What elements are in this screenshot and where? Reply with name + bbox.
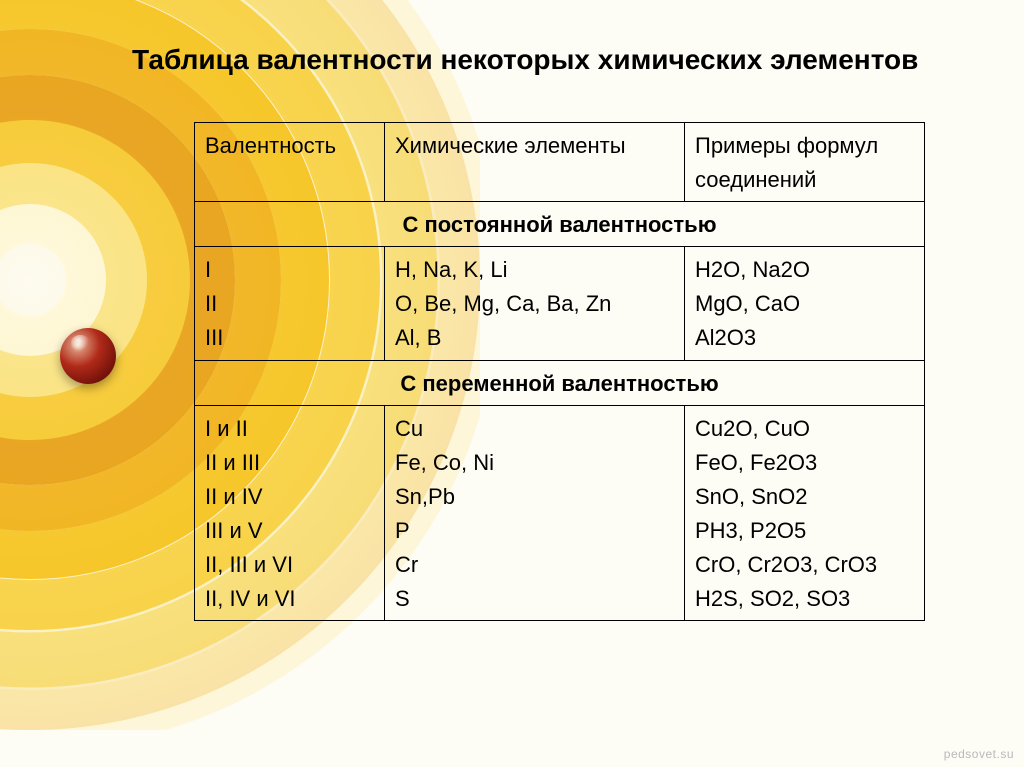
elements-cell: H, Na, K, LiO, Be, Mg, Ca, Ba, ZnAl, B <box>385 247 685 360</box>
watermark: pedsovet.su <box>944 747 1014 761</box>
page-title: Таблица валентности некоторых химических… <box>132 44 918 76</box>
section-label: С переменной валентностью <box>195 360 925 405</box>
decorative-sphere <box>60 328 116 384</box>
header-cell-0: Валентность <box>195 123 385 202</box>
table-row: IIIIIIH, Na, K, LiO, Be, Mg, Ca, Ba, ZnA… <box>195 247 925 360</box>
section-label: С постоянной валентностью <box>195 202 925 247</box>
elements-cell: CuFe, Co, NiSn,PbPCrS <box>385 405 685 621</box>
valence-cell: I и IIII и IIIII и IVIII и VII, III и VI… <box>195 405 385 621</box>
header-cell-2: Примеры формулсоединений <box>685 123 925 202</box>
valence-cell: IIIIII <box>195 247 385 360</box>
table-header-row: ВалентностьХимические элементыПримеры фо… <box>195 123 925 202</box>
section-row: С постоянной валентностью <box>195 202 925 247</box>
valence-table: ВалентностьХимические элементыПримеры фо… <box>194 122 925 621</box>
section-row: С переменной валентностью <box>195 360 925 405</box>
examples-cell: H2O, Na2OMgO, CaOAl2O3 <box>685 247 925 360</box>
examples-cell: Cu2O, CuOFeO, Fe2O3SnO, SnO2PH3, P2O5CrO… <box>685 405 925 621</box>
header-cell-1: Химические элементы <box>385 123 685 202</box>
table-row: I и IIII и IIIII и IVIII и VII, III и VI… <box>195 405 925 621</box>
